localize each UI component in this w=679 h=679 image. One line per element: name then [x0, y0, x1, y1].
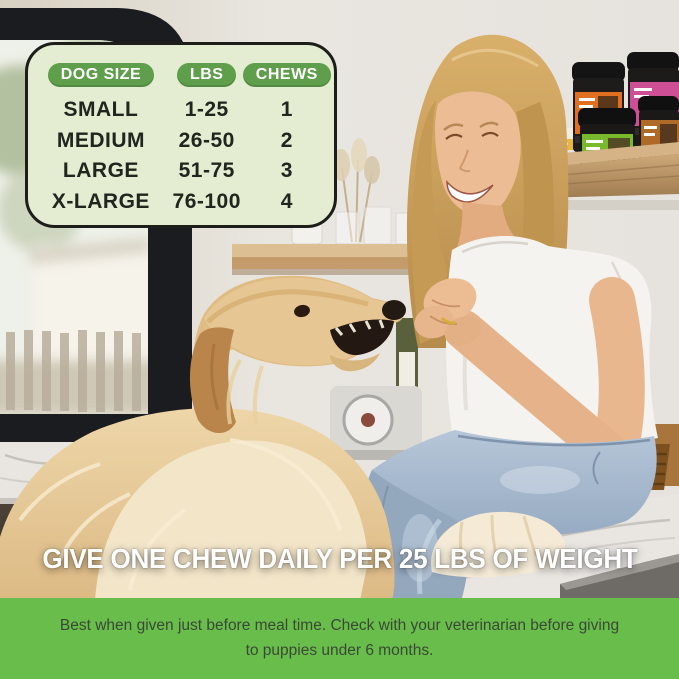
- dosage-headline: GIVE ONE CHEW DAILY PER 25 LBS OF WEIGHT: [41, 543, 638, 574]
- table-row-medium-size: MEDIUM: [56, 128, 145, 152]
- table-row-xlarge-lbs: 76-100: [172, 189, 241, 213]
- table-row-large-chews: 3: [280, 159, 293, 183]
- table-row-medium-lbs: 26-50: [178, 128, 235, 152]
- golden-retriever: [0, 275, 566, 600]
- dog-nose: [382, 300, 406, 320]
- table-header-lbs: LBS: [176, 63, 237, 87]
- woman-hands: [414, 278, 482, 347]
- table-row-large-lbs: 51-75: [178, 159, 235, 183]
- footer-note: Best when given just before meal time. C…: [59, 617, 620, 659]
- woman: [359, 34, 658, 598]
- table-row-xlarge-chews: 4: [280, 189, 293, 213]
- table-header-chews: CHEWS: [242, 63, 331, 87]
- dosage-table: DOG SIZE LBS CHEWS SMALL 1-25 1 MEDIUM 2…: [25, 42, 337, 228]
- table-header-dog-size: DOG SIZE: [47, 63, 155, 87]
- dog-paw: [430, 511, 566, 578]
- table-row-small-size: SMALL: [63, 98, 139, 122]
- dog-mouth: [330, 319, 394, 356]
- woman-smile: [446, 180, 494, 203]
- table-row-small-chews: 1: [280, 98, 293, 122]
- footer-band: Best when given just before meal time. C…: [0, 598, 679, 679]
- table-row-xlarge-size: X-LARGE: [51, 189, 150, 213]
- table-row-large-size: LARGE: [62, 159, 139, 183]
- table-row-medium-chews: 2: [280, 128, 293, 152]
- dog-eye: [294, 304, 310, 318]
- kitchen-scale: [330, 318, 422, 460]
- table-row-small-lbs: 1-25: [184, 98, 229, 122]
